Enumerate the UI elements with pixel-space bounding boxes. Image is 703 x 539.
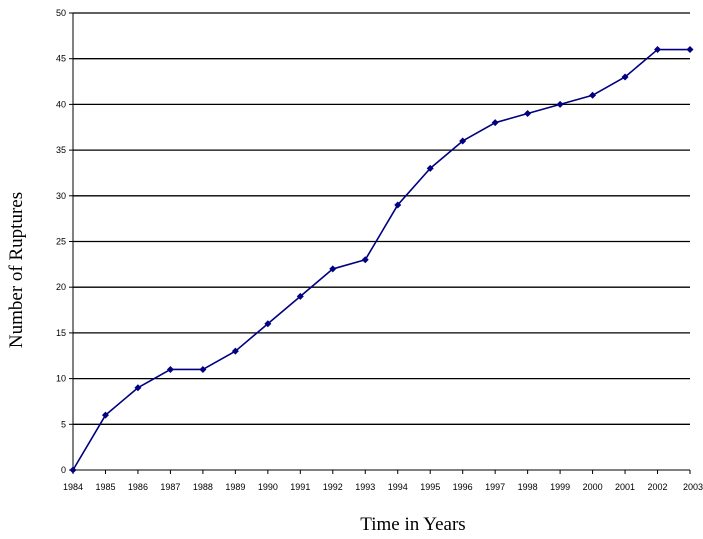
data-point xyxy=(134,384,142,392)
y-tick-label: 20 xyxy=(56,282,66,292)
x-tick-label: 1994 xyxy=(388,482,408,492)
data-point xyxy=(394,201,402,209)
x-tick-label: 1984 xyxy=(63,482,83,492)
y-tick-label: 35 xyxy=(56,145,66,155)
y-tick-labels: 0 5 10 15 20 25 30 35 40 45 50 xyxy=(56,8,73,475)
y-tick-label: 25 xyxy=(56,237,66,247)
x-tick-label: 1985 xyxy=(95,482,115,492)
data-point xyxy=(556,100,564,108)
x-tick-label: 1993 xyxy=(355,482,375,492)
x-tick-label: 1996 xyxy=(453,482,473,492)
x-tick-label: 1990 xyxy=(258,482,278,492)
data-point xyxy=(264,320,272,328)
y-tick-label: 0 xyxy=(61,465,66,475)
x-tick-label: 1989 xyxy=(225,482,245,492)
x-tick-label: 1992 xyxy=(323,482,343,492)
y-tick-label: 15 xyxy=(56,328,66,338)
y-tick-label: 40 xyxy=(56,99,66,109)
x-tick-labels: 1984 1985 1986 1987 1988 1989 1990 1991 1992 1993… xyxy=(63,470,703,492)
data-point xyxy=(199,365,207,373)
data-point xyxy=(686,46,694,54)
y-tick-label: 30 xyxy=(56,191,66,201)
data-point xyxy=(101,411,109,419)
x-tick-label: 2001 xyxy=(615,482,635,492)
data-point xyxy=(426,164,434,172)
y-tick-label: 45 xyxy=(56,54,66,64)
data-point xyxy=(69,466,77,474)
gridlines xyxy=(73,12,690,425)
x-tick-label: 1986 xyxy=(128,482,148,492)
x-tick-label: 1995 xyxy=(420,482,440,492)
series-line xyxy=(72,48,690,471)
x-tick-label: 1998 xyxy=(518,482,538,492)
x-tick-label: 2002 xyxy=(648,482,668,492)
x-axis-title: Time in Years xyxy=(360,514,465,535)
x-tick-label: 1988 xyxy=(193,482,213,492)
x-tick-label: 2003 xyxy=(683,482,703,492)
x-tick-label: 1999 xyxy=(550,482,570,492)
data-point xyxy=(231,347,239,355)
y-tick-label: 5 xyxy=(61,419,66,429)
data-point xyxy=(654,46,662,54)
data-point xyxy=(491,119,499,127)
data-point xyxy=(166,365,174,373)
data-point xyxy=(296,292,304,300)
y-tick-label: 50 xyxy=(56,8,66,18)
x-tick-label: 1991 xyxy=(290,482,310,492)
data-point xyxy=(361,256,369,264)
y-axis-title: Number of Ruptures xyxy=(6,192,27,348)
x-tick-label: 1987 xyxy=(160,482,180,492)
series-group xyxy=(69,46,694,474)
data-point xyxy=(329,265,337,273)
data-point xyxy=(459,137,467,145)
x-tick-label: 2000 xyxy=(583,482,603,492)
data-point xyxy=(524,110,532,118)
x-tick-label: 1997 xyxy=(485,482,505,492)
y-tick-label: 10 xyxy=(56,374,66,384)
data-point xyxy=(589,91,597,99)
data-point xyxy=(621,73,629,81)
